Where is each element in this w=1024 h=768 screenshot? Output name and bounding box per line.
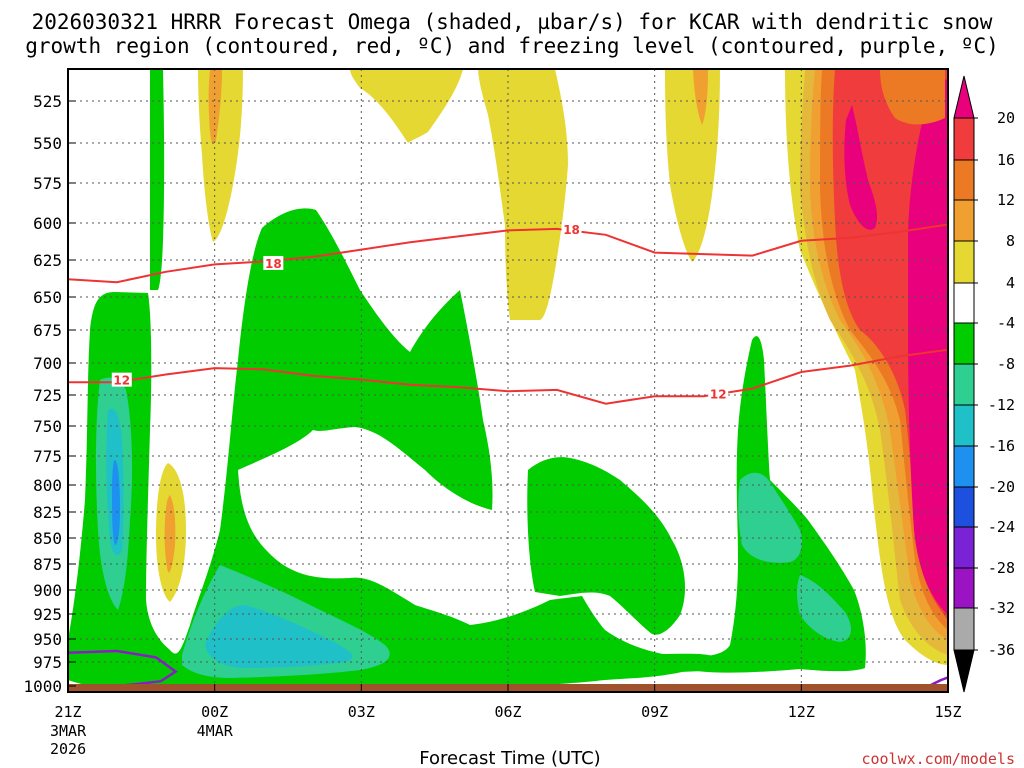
- colorbar-label: 8: [1006, 232, 1015, 250]
- x-axis-title: Forecast Time (UTC): [419, 748, 600, 768]
- omega-region-green-main: [68, 208, 866, 691]
- colorbar-label: -4: [997, 314, 1015, 332]
- y-tick-label: 875: [33, 555, 62, 574]
- plot-area: 18 18 12 12: [68, 69, 948, 692]
- colorbar-label: 16: [997, 151, 1015, 169]
- omega-region-yellow-top-a: [350, 69, 463, 143]
- freezing-level-line: [930, 676, 948, 687]
- colorbar-label: -20: [988, 478, 1015, 496]
- colorbar-swatch: [953, 404, 975, 447]
- omega-region-teal-right: [738, 472, 802, 563]
- omega-region-teal-right-low: [797, 575, 852, 642]
- colorbar-label: -28: [988, 559, 1015, 577]
- y-tick-label: 850: [33, 529, 62, 548]
- y-tick-label: 900: [33, 581, 62, 600]
- colorbar-swatch: [953, 240, 975, 284]
- colorbar-label: 20: [997, 109, 1015, 127]
- omega-region-magenta-upper: [844, 105, 878, 230]
- omega-region-yellow-top-c: [665, 69, 720, 262]
- y-tick-label: 575: [33, 174, 62, 193]
- x-tick-label: 09Z: [641, 703, 668, 721]
- contour-label-bg: [561, 221, 582, 236]
- y-tick-label: 525: [33, 92, 62, 111]
- y-tick-label: 825: [33, 503, 62, 522]
- x-tick-date: 3MAR: [50, 722, 87, 740]
- colorbar-label: -12: [988, 396, 1015, 414]
- omega-region-blue-left-column: [112, 459, 120, 545]
- omega-region-green-bottom-strip: [603, 653, 730, 675]
- omega-region-magenta-core: [908, 78, 948, 615]
- omega-region-orange-lower-left: [164, 495, 176, 573]
- y-tick-label: 1000: [23, 677, 62, 696]
- chart-title-line2: growth region (contoured, red, ºC) and f…: [25, 34, 999, 58]
- colorbar-label: -24: [988, 518, 1015, 536]
- y-tick-label: 975: [33, 653, 62, 672]
- colorbar-swatch: [953, 445, 975, 488]
- colorbar: 20 16 12 8 4 -4 -8 -12 -16 -20 -24 -28 -32 -36: [953, 75, 1015, 693]
- y-tick-label: 950: [33, 630, 62, 649]
- colorbar-swatch: [953, 282, 975, 324]
- colorbar-label: -16: [988, 437, 1015, 455]
- omega-region-orange-top: [880, 69, 945, 125]
- omega-region-yellow-top-b: [478, 69, 568, 320]
- y-tick-label: 925: [33, 605, 62, 624]
- colorbar-swatch: [953, 486, 975, 528]
- credit-text: coolwx.com/models: [861, 750, 1015, 768]
- y-tick-label: 750: [33, 417, 62, 436]
- colorbar-label: -32: [988, 599, 1015, 617]
- y-tick-label: 650: [33, 288, 62, 307]
- y-tick-label: 600: [33, 214, 62, 233]
- y-tick-label: 625: [33, 251, 62, 270]
- omega-region-cyan-bottom: [205, 605, 353, 668]
- colorbar-swatch: [953, 567, 975, 609]
- contour-label-bg: [111, 372, 132, 387]
- x-tick-label: 00Z: [201, 703, 228, 721]
- colorbar-swatch: [953, 526, 975, 569]
- y-tick-label: 800: [33, 476, 62, 495]
- colorbar-label: 12: [997, 191, 1015, 209]
- y-axis: 525 550 575 600 625 650 675 700 725 750 775 800 825 8…: [23, 92, 76, 696]
- colorbar-bottom-arrow: [953, 649, 975, 693]
- x-tick-year: 2026: [50, 740, 86, 758]
- dgz-contour-line: [68, 223, 948, 284]
- y-tick-label: 550: [33, 134, 62, 153]
- x-tick-label: 12Z: [788, 703, 815, 721]
- dgz-contour-label: 18: [563, 223, 580, 237]
- y-tick-label: 775: [33, 447, 62, 466]
- contour-label-bg: [263, 255, 284, 270]
- colorbar-swatch: [953, 199, 975, 242]
- dgz-contour-line: [68, 348, 948, 405]
- colorbar-label: 4: [1006, 274, 1015, 292]
- colorbar-swatch: [953, 322, 975, 365]
- colorbar-swatch: [953, 363, 975, 406]
- colorbar-swatch: [953, 159, 975, 201]
- y-tick-label: 675: [33, 321, 62, 340]
- colorbar-label: -8: [997, 355, 1015, 373]
- chart-title-line1: 2026030321 HRRR Forecast Omega (shaded, …: [32, 10, 993, 34]
- x-tick-date: 4MAR: [197, 722, 234, 740]
- y-tick-label: 700: [33, 354, 62, 373]
- dgz-contour-label: 12: [113, 374, 130, 388]
- colorbar-label: -36: [988, 641, 1015, 659]
- colorbar-top-arrow: [953, 75, 975, 119]
- dgz-contour-label: 12: [710, 388, 727, 402]
- dgz-contours: 18 18 12 12: [68, 221, 948, 405]
- omega-region-orange-top-c: [693, 69, 708, 125]
- x-tick-label: 06Z: [494, 703, 521, 721]
- colorbar-swatch: [953, 607, 975, 651]
- colorbar-swatch: [953, 117, 975, 161]
- x-tick-label: 15Z: [934, 703, 961, 721]
- x-tick-label: 03Z: [348, 703, 375, 721]
- omega-region-green-thin-column: [150, 69, 165, 290]
- y-tick-label: 725: [33, 386, 62, 405]
- x-tick-label: 21Z: [54, 703, 81, 721]
- dgz-contour-label: 18: [265, 257, 282, 271]
- contour-label-bg: [708, 386, 729, 401]
- omega-region-orange-top-d: [208, 69, 222, 144]
